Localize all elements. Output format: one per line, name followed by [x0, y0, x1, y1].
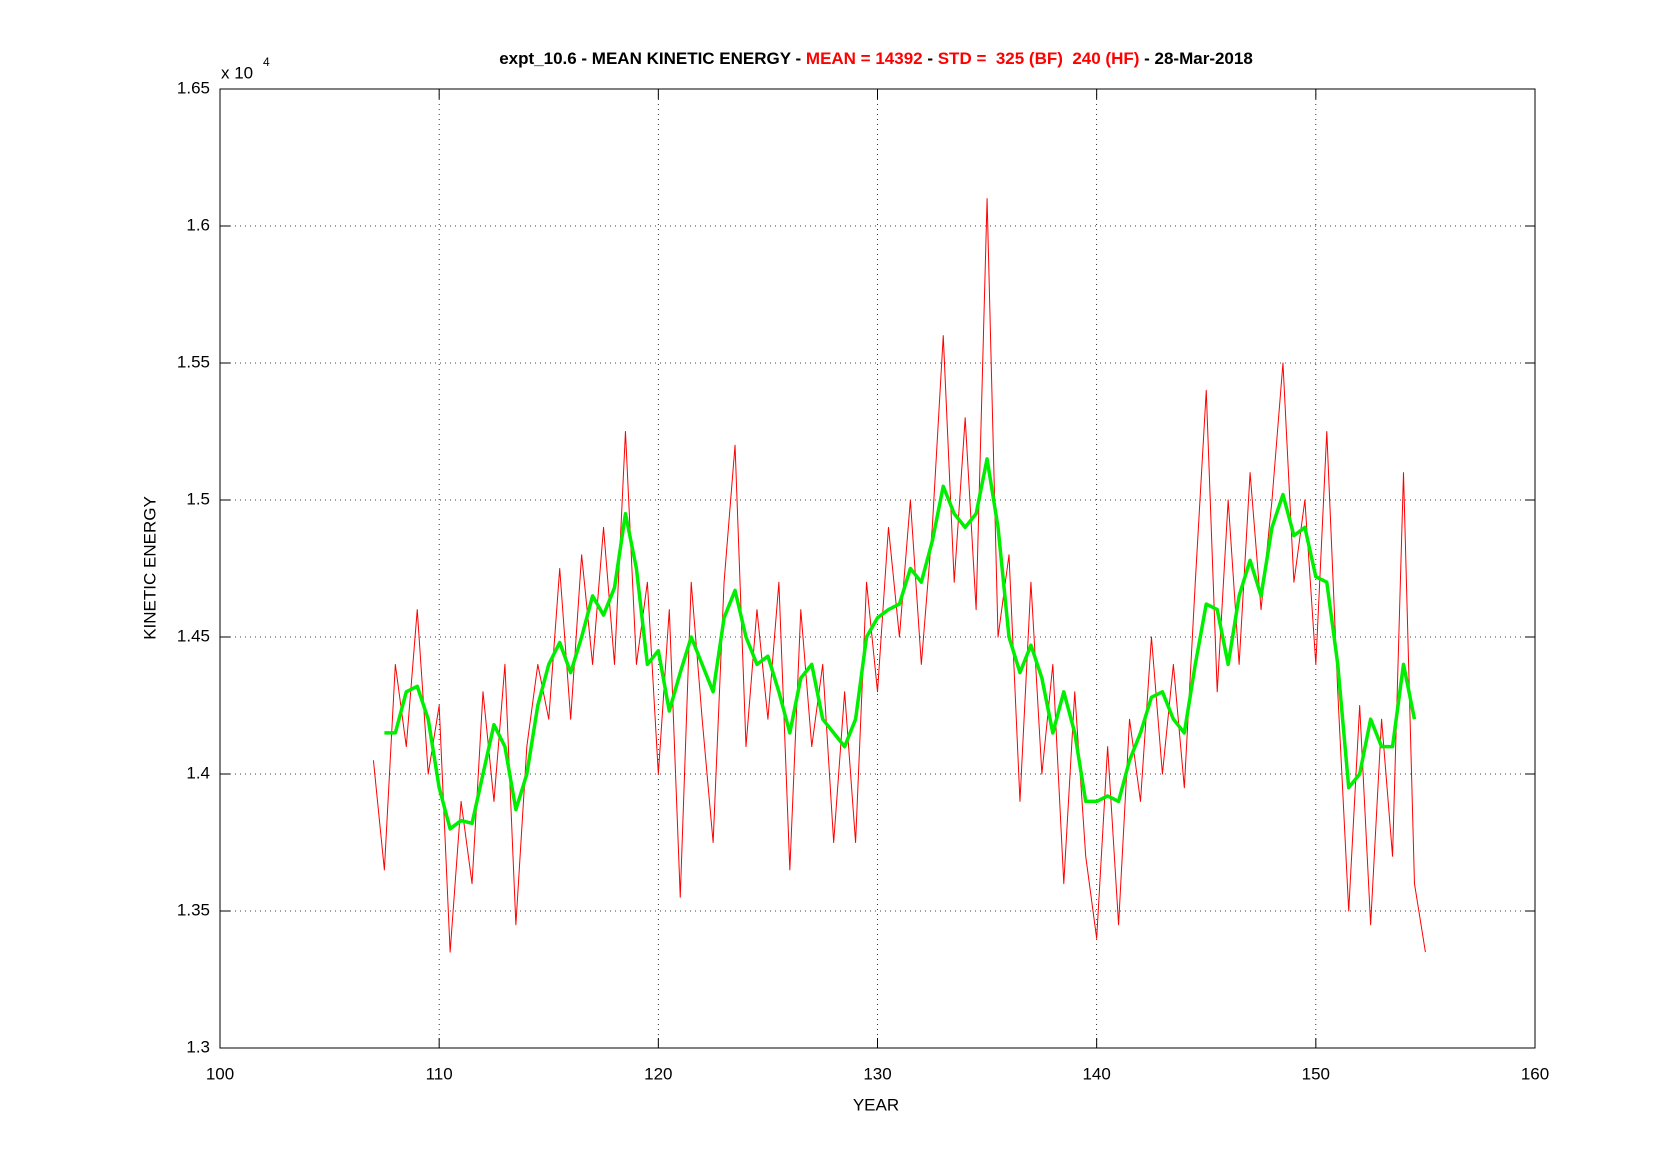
plot-frame [219, 88, 1536, 1049]
y-multiplier: x 10 [221, 63, 253, 82]
title-part: STD = 325 (BF) 240 (HF) [938, 49, 1140, 68]
x-axis-label: YEAR [853, 1095, 899, 1114]
x-tick-label: 150 [1302, 1064, 1330, 1083]
y-tick-label: 1.45 [177, 626, 210, 645]
title-part: - [923, 49, 938, 68]
x-tick-label: 160 [1521, 1064, 1549, 1083]
y-tick-label: 1.3 [186, 1037, 210, 1056]
title-part: MEAN = 14392 [806, 49, 923, 68]
data-line [372, 198, 1426, 953]
y-tick-label: 1.6 [186, 215, 210, 234]
chart-title: expt_10.6 - MEAN KINETIC ENERGY - MEAN =… [499, 49, 1253, 68]
x-tick-label: 110 [426, 1064, 453, 1083]
data-line [384, 457, 1417, 831]
y-tick-label: 1.55 [177, 352, 210, 371]
x-tick-label: 130 [863, 1064, 891, 1083]
title-part: - 28-Mar-2018 [1139, 49, 1252, 68]
y-tick-label: 1.65 [177, 78, 210, 97]
y-multiplier-exponent: 4 [263, 55, 270, 69]
x-tick-label: 120 [644, 1064, 672, 1083]
x-tick-label: 100 [206, 1064, 234, 1083]
title-part: expt_10.6 - MEAN KINETIC ENERGY - [499, 49, 806, 68]
y-tick-label: 1.35 [177, 900, 210, 919]
y-axis-label: KINETIC ENERGY [140, 496, 159, 640]
y-tick-label: 1.5 [186, 489, 210, 508]
y-tick-label: 1.4 [186, 763, 210, 782]
x-tick-label: 140 [1082, 1064, 1110, 1083]
